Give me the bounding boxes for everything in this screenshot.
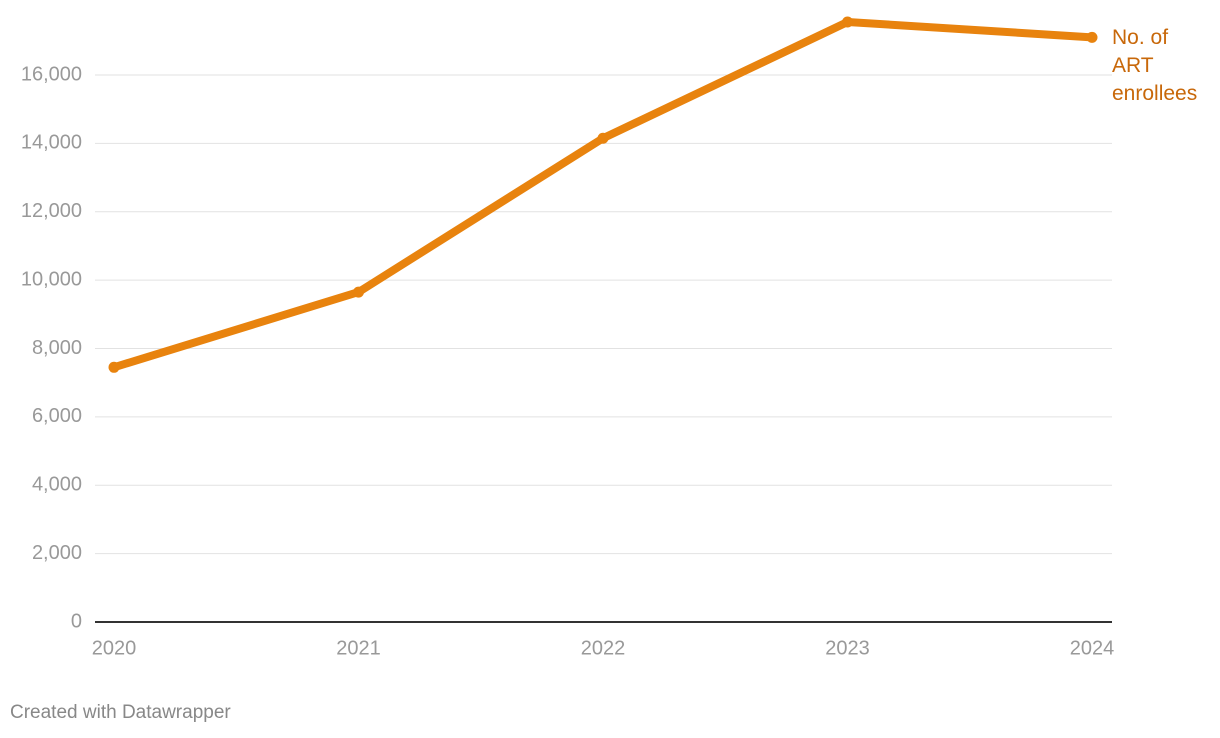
x-tick-label: 2023 — [825, 637, 870, 659]
point — [597, 132, 609, 144]
y-tick-label: 0 — [71, 610, 82, 632]
x-tick-label: 2022 — [581, 637, 626, 659]
point — [1086, 31, 1098, 43]
y-tick-label: 12,000 — [21, 200, 82, 222]
series-label: No. of ART enrollees — [1112, 26, 1198, 105]
line — [110, 18, 1096, 372]
y-tick-label: 6,000 — [32, 405, 82, 427]
x-tick-label: 2024 — [1070, 637, 1115, 659]
point — [842, 16, 853, 28]
y-tick-label: 14,000 — [21, 132, 82, 154]
point — [108, 361, 120, 373]
x-tick-label: 2020 — [92, 637, 137, 659]
y-tick-label: 8,000 — [32, 337, 82, 359]
x-tick-label: 2021 — [336, 637, 381, 659]
y-tick-label: 10,000 — [21, 268, 82, 290]
y-tick-label: 4,000 — [32, 474, 82, 496]
y-tick-label: 16,000 — [21, 63, 82, 85]
y-tick-label: 2,000 — [32, 542, 82, 564]
point — [353, 286, 364, 298]
credit: Created with Datawrapper — [10, 702, 231, 723]
